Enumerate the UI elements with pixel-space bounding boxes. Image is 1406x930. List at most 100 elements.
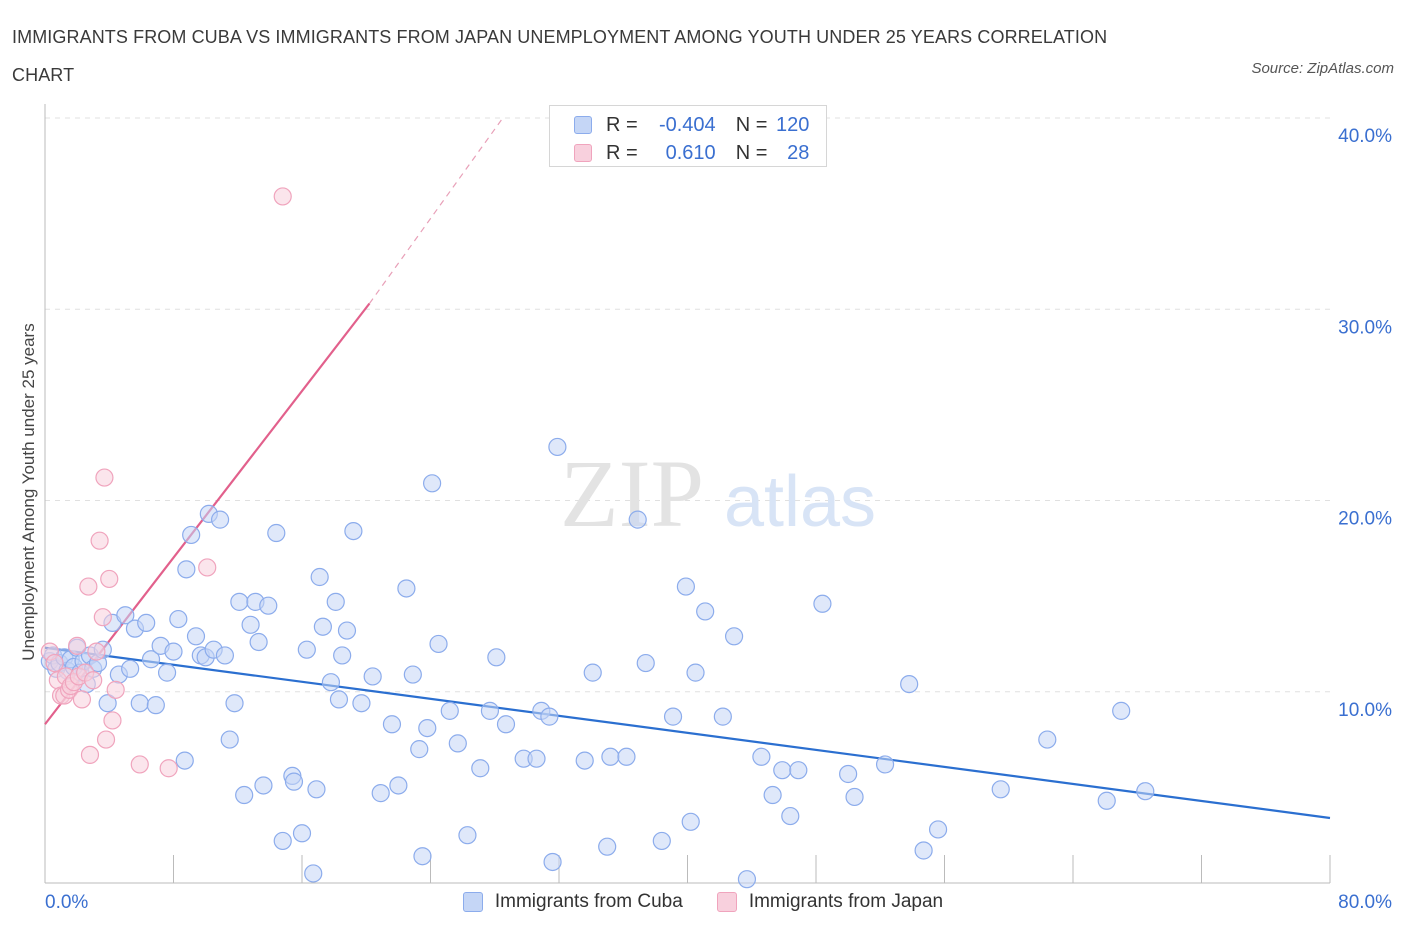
cuba-point xyxy=(686,663,705,682)
cuba-point xyxy=(292,824,312,843)
cuba-legend-label: Immigrants from Cuba xyxy=(494,891,683,912)
y-tick-label: 20.0% xyxy=(1338,509,1392,530)
cuba-point xyxy=(540,707,559,726)
cuba-point xyxy=(304,864,323,883)
cuba-point xyxy=(752,747,771,766)
cuba-point xyxy=(321,673,341,692)
japan-point xyxy=(103,711,122,730)
cuba-point xyxy=(781,806,800,826)
legend-n-label: N = xyxy=(735,141,768,164)
cuba-point xyxy=(652,831,671,851)
japan-point xyxy=(96,730,116,749)
cuba-point xyxy=(813,594,832,613)
cuba-legend-swatch xyxy=(462,892,483,912)
y-axis-label: Unemployment Among Youth under 25 years xyxy=(19,323,38,660)
cuba-point xyxy=(496,715,516,734)
cuba-point xyxy=(259,596,278,615)
cuba-point xyxy=(310,567,329,587)
legend-item-cuba[interactable]: Immigrants from Cuba xyxy=(462,891,683,913)
legend-row-japan: R = 0.610 N = 28 xyxy=(574,139,809,167)
y-tick-label: 40.0% xyxy=(1338,126,1392,147)
cuba-point xyxy=(628,510,647,529)
cuba-point xyxy=(448,734,467,753)
cuba-point xyxy=(98,694,117,713)
cuba-point xyxy=(130,694,149,713)
cuba-point xyxy=(235,785,254,805)
cuba-point xyxy=(273,831,292,851)
cuba-point xyxy=(363,667,382,686)
y-tick-label: 10.0% xyxy=(1338,700,1392,721)
watermark-atlas: atlas xyxy=(724,462,876,542)
japan-trend-extension xyxy=(368,117,504,304)
cuba-point xyxy=(182,525,201,545)
watermark: ZIP atlas xyxy=(560,440,876,547)
cuba-point xyxy=(1097,791,1116,810)
cuba-point xyxy=(249,632,268,652)
cuba-point xyxy=(713,707,732,726)
legend-r-label: R = xyxy=(606,113,638,136)
y-tick-labels: 10.0% 20.0% 30.0% 40.0% xyxy=(1338,126,1392,721)
cuba-point xyxy=(543,852,562,872)
cuba-point xyxy=(382,715,402,734)
japan-point xyxy=(84,671,103,690)
data-points xyxy=(40,187,1155,889)
cuba-point xyxy=(267,523,286,543)
cuba-point xyxy=(1038,730,1057,749)
japan-point xyxy=(95,468,114,487)
cuba-point xyxy=(440,701,459,720)
cuba-point xyxy=(429,634,448,654)
cuba-point xyxy=(329,690,349,709)
cuba-point xyxy=(636,653,655,673)
cuba-point xyxy=(548,437,567,457)
cuba-point xyxy=(601,747,620,766)
japan-point xyxy=(90,531,109,550)
cuba-point xyxy=(423,474,442,493)
x-tick-label: 80.0% xyxy=(1338,892,1392,913)
japan-point xyxy=(68,636,87,655)
cuba-point xyxy=(121,659,140,678)
cuba-n-value: 120 xyxy=(776,113,810,136)
cuba-point xyxy=(471,759,490,778)
cuba-point xyxy=(352,694,371,713)
japan-point xyxy=(80,745,100,764)
cuba-point xyxy=(116,606,135,625)
cuba-point xyxy=(157,663,177,682)
cuba-point xyxy=(177,560,196,579)
cuba-point xyxy=(487,648,506,667)
japan-point xyxy=(87,642,106,661)
cuba-point xyxy=(337,621,357,640)
cuba-point xyxy=(527,749,546,768)
cuba-point xyxy=(839,764,858,784)
cuba-point xyxy=(763,785,782,805)
cuba-point xyxy=(230,592,249,611)
cuba-point xyxy=(480,701,500,720)
cuba-point xyxy=(403,665,422,684)
cuba-point xyxy=(371,784,390,803)
japan-point xyxy=(100,569,119,589)
cuba-point xyxy=(617,747,636,766)
cuba-point xyxy=(254,776,273,795)
cuba-point xyxy=(413,847,432,866)
cuba-point xyxy=(875,755,895,774)
cuba-point xyxy=(789,761,808,780)
japan-n-value: 28 xyxy=(787,141,810,164)
cuba-point xyxy=(914,841,933,860)
cuba-point xyxy=(598,837,617,856)
x-tick-labels: 0.0% 80.0% xyxy=(45,892,1392,913)
japan-point xyxy=(79,577,98,596)
cuba-point xyxy=(583,663,602,682)
cuba-point xyxy=(575,751,594,770)
japan-point xyxy=(130,755,149,774)
cuba-point xyxy=(141,650,161,669)
cuba-point xyxy=(210,510,230,529)
cuba-point xyxy=(137,613,156,633)
cuba-point xyxy=(220,730,239,749)
cuba-point xyxy=(1136,782,1155,801)
legend-item-japan[interactable]: Immigrants from Japan xyxy=(716,891,943,913)
cuba-point xyxy=(146,696,165,715)
cuba-point xyxy=(284,772,304,791)
japan-point xyxy=(273,187,292,206)
cuba-point xyxy=(333,646,352,665)
cuba-point xyxy=(773,761,792,780)
